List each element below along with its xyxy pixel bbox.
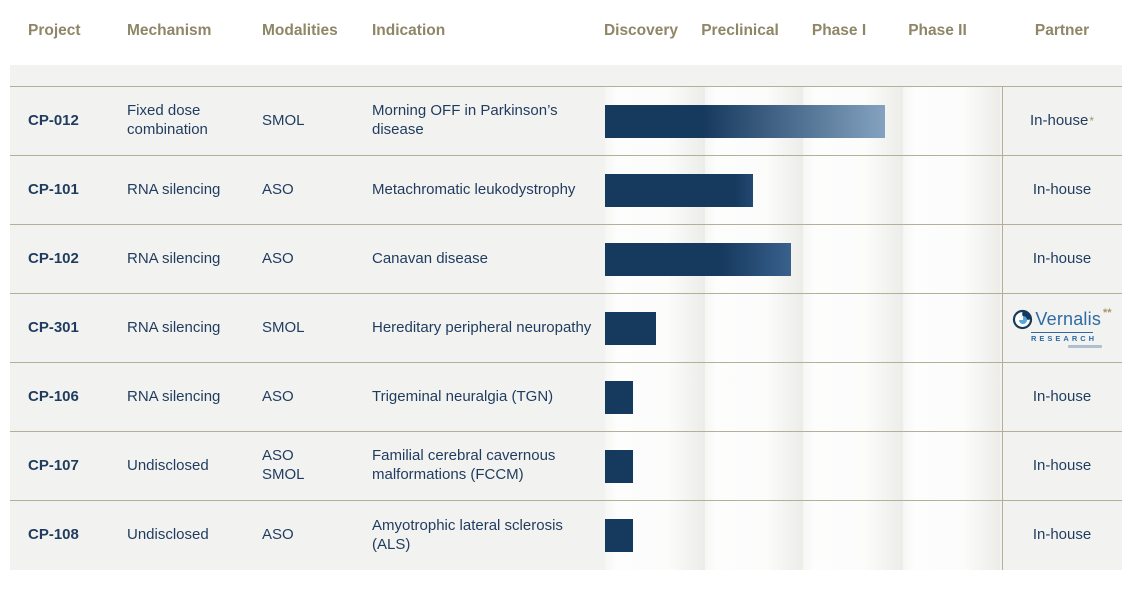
- project-id: CP-101: [28, 180, 79, 198]
- partner-column-divider: [1002, 87, 1003, 155]
- phase-lane-phase-2: [903, 432, 1000, 500]
- phase-lane-phase-2: [903, 363, 1000, 431]
- phase-lane-phase-2: [903, 87, 1000, 155]
- partner-column-divider: [1002, 294, 1003, 362]
- indication-cell: Hereditary peripheral neuropathy: [372, 318, 592, 336]
- project-id: CP-107: [28, 456, 79, 474]
- partner-column-divider: [1002, 501, 1003, 570]
- phase-lane-preclinical: [705, 294, 803, 362]
- table-row: CP-012 Fixed dose combination SMOL Morni…: [10, 87, 1122, 156]
- vernalis-swirl-icon: [1013, 309, 1033, 329]
- project-id: CP-301: [28, 318, 79, 336]
- indication-cell: Amyotrophic lateral sclerosis (ALS): [372, 516, 563, 553]
- phase-lane-phase-2: [903, 156, 1000, 224]
- partner-cell: In-house: [1002, 432, 1122, 500]
- partner-label: In-house: [1032, 387, 1092, 405]
- progress-bar: [605, 312, 656, 345]
- indication-cell: Familial cerebral cavernous malformation…: [372, 447, 556, 483]
- phase-lane-phase-1: [803, 363, 903, 431]
- partner-label: In-house: [1032, 180, 1092, 198]
- progress-bar: [605, 381, 633, 414]
- partner-label: In-house: [1032, 456, 1092, 474]
- header-modalities: Modalities: [262, 22, 338, 39]
- phase-lane-phase-1: [803, 225, 903, 293]
- partner-cell: In-house: [1002, 363, 1122, 431]
- mechanism-cell: RNA silencing: [127, 387, 221, 405]
- vernalis-logo: Vernalis ** RESEARCH: [1012, 306, 1112, 348]
- footnote-asterisk: *: [1089, 114, 1095, 128]
- indication-cell: Metachromatic leukodystrophy: [372, 180, 576, 198]
- table-row: CP-301 RNA silencing SMOL Hereditary per…: [10, 294, 1122, 363]
- phase-lane-preclinical: [705, 432, 803, 500]
- project-id: CP-106: [28, 387, 79, 405]
- project-id: CP-012: [28, 111, 79, 129]
- partner-label: In-house: [1032, 249, 1092, 267]
- partner-column-divider: [1002, 363, 1003, 431]
- table-row: CP-106 RNA silencing ASO Trigeminal neur…: [10, 363, 1122, 432]
- mechanism-cell: RNA silencing: [127, 249, 221, 267]
- partner-column-divider: [1002, 432, 1003, 500]
- progress-bar: [605, 243, 791, 276]
- modalities-cell: ASO: [262, 249, 294, 267]
- pipeline-table: CP-012 Fixed dose combination SMOL Morni…: [10, 65, 1122, 570]
- header-phase-preclinical: Preclinical: [701, 22, 779, 39]
- phase-lane-phase-2: [903, 225, 1000, 293]
- partner-cell: In-house: [1002, 225, 1122, 293]
- phase-lane-preclinical: [705, 501, 803, 570]
- mechanism-cell: RNA silencing: [127, 180, 221, 198]
- mechanism-cell: Fixed dose combination: [127, 102, 208, 138]
- modalities-cell: ASO: [262, 180, 294, 198]
- vernalis-research-label: RESEARCH: [1030, 331, 1098, 343]
- mechanism-cell: RNA silencing: [127, 318, 221, 336]
- table-row: CP-101 RNA silencing ASO Metachromatic l…: [10, 156, 1122, 225]
- header-project: Project: [28, 22, 81, 39]
- progress-bar: [605, 519, 633, 552]
- header-phase-2: Phase II: [908, 22, 967, 39]
- partner-cell: In-house: [1002, 156, 1122, 224]
- modalities-cell: ASO SMOL: [262, 447, 305, 483]
- partner-cell: In-house *: [1002, 87, 1122, 155]
- project-id: CP-102: [28, 249, 79, 267]
- phase-lane-phase-2: [903, 501, 1000, 570]
- header-phase-1: Phase I: [811, 22, 867, 39]
- phase-lane-phase-2: [903, 294, 1000, 362]
- phase-lane-phase-1: [803, 156, 903, 224]
- header-mechanism: Mechanism: [127, 22, 212, 39]
- partner-label: In-house: [1032, 526, 1092, 544]
- phase-lane-phase-1: [803, 294, 903, 362]
- table-row: CP-102 RNA silencing ASO Canavan disease…: [10, 225, 1122, 294]
- phase-lane-phase-1: [803, 501, 903, 570]
- header-phase-discovery: Discovery: [603, 22, 679, 39]
- modalities-cell: SMOL: [262, 318, 305, 336]
- project-id: CP-108: [28, 526, 79, 544]
- vernalis-name: Vernalis: [1035, 309, 1102, 330]
- progress-bar: [605, 174, 753, 207]
- partner-cell: Vernalis ** RESEARCH: [1002, 294, 1122, 362]
- mechanism-cell: Undisclosed: [127, 456, 209, 474]
- footnote-asterisk: **: [1103, 306, 1112, 319]
- header-indication: Indication: [372, 22, 446, 39]
- header-partner: Partner: [1034, 22, 1090, 39]
- indication-cell: Morning OFF in Parkinson’s disease: [372, 102, 558, 138]
- indication-cell: Trigeminal neuralgia (TGN): [372, 387, 554, 405]
- progress-bar: [605, 450, 633, 483]
- partner-column-divider: [1002, 225, 1003, 293]
- partner-cell: In-house: [1002, 501, 1122, 570]
- indication-cell: Canavan disease: [372, 249, 488, 267]
- header-spacer-row: [10, 65, 1122, 87]
- modalities-cell: SMOL: [262, 111, 305, 129]
- table-row: CP-108 Undisclosed ASO Amyotrophic later…: [10, 501, 1122, 570]
- phase-lane-preclinical: [705, 363, 803, 431]
- partner-label: In-house: [1029, 111, 1089, 129]
- partner-column-divider: [1002, 156, 1003, 224]
- progress-bar: [605, 105, 885, 138]
- mechanism-cell: Undisclosed: [127, 526, 209, 544]
- modalities-cell: ASO: [262, 526, 294, 544]
- table-header: Project Mechanism Modalities Indication …: [0, 22, 1122, 46]
- vernalis-tagline: [1067, 344, 1102, 348]
- modalities-cell: ASO: [262, 387, 294, 405]
- table-row: CP-107 Undisclosed ASO SMOL Familial cer…: [10, 432, 1122, 501]
- phase-lane-phase-1: [803, 432, 903, 500]
